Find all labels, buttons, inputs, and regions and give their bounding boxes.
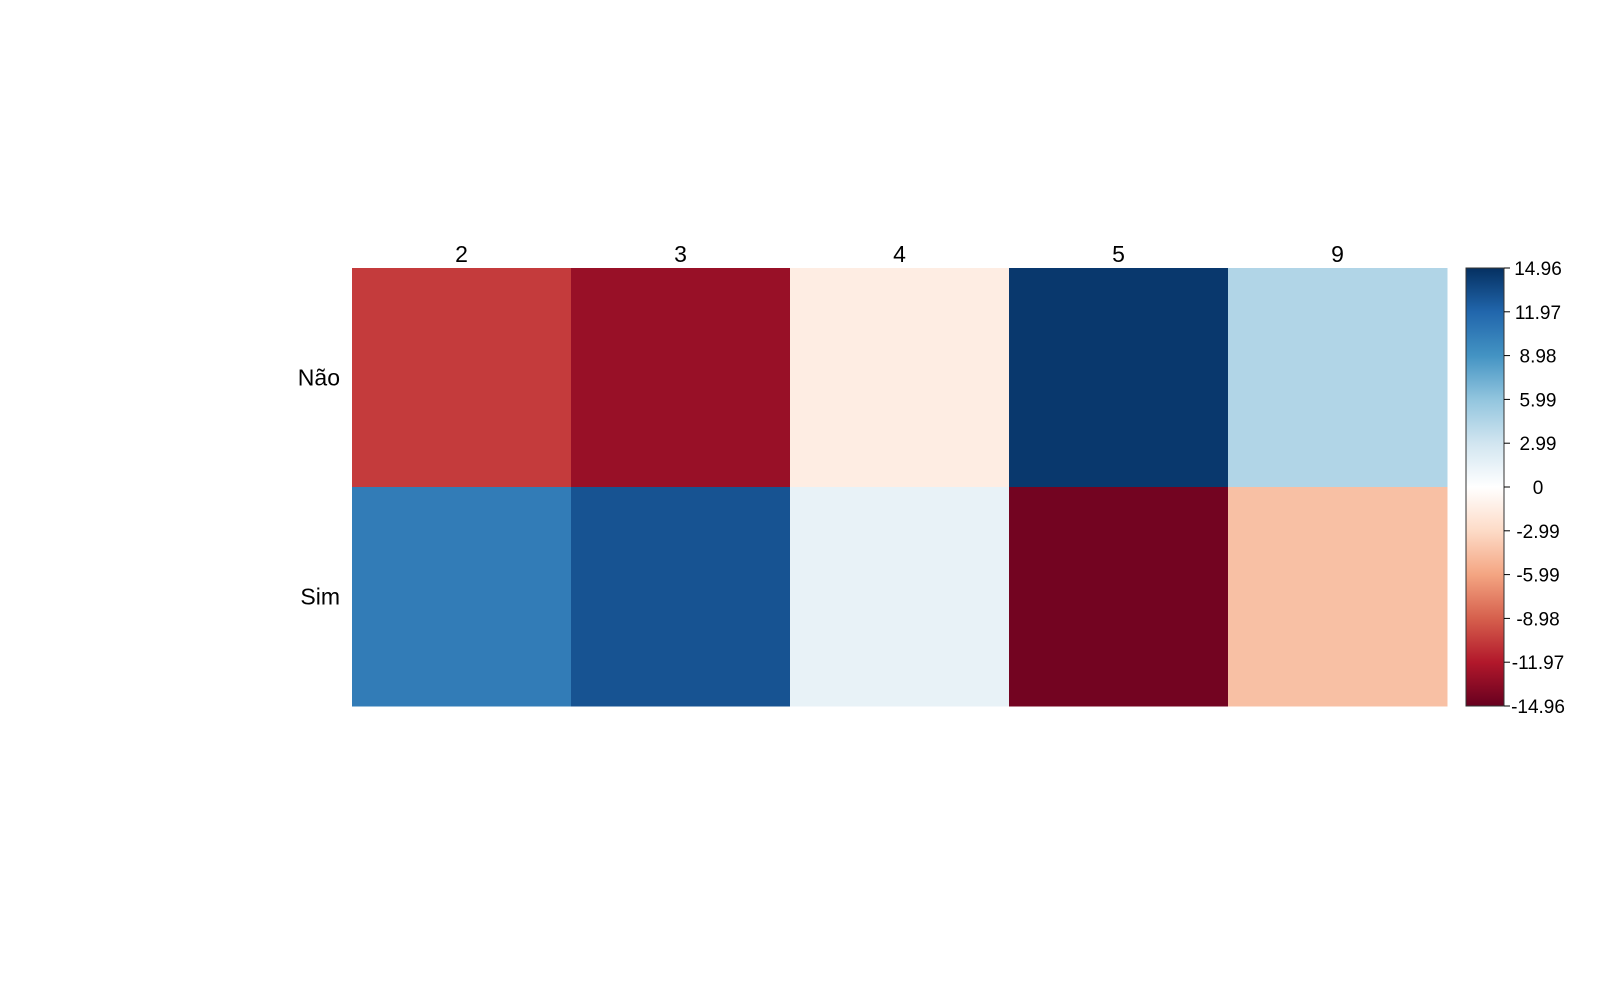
column-labels: 2 3 4 5 9 — [455, 241, 1344, 267]
heatmap-cell-Sim-2 — [352, 487, 572, 707]
column-label: 2 — [455, 241, 468, 267]
column-label: 5 — [1112, 241, 1125, 267]
colorbar-tick-label: -2.99 — [1516, 522, 1559, 543]
colorbar-tick-label: 8.98 — [1520, 347, 1557, 368]
row-labels: Não Sim — [298, 365, 340, 610]
heatmap-cells — [352, 268, 1448, 707]
heatmap-cell-Não-3 — [571, 268, 791, 488]
colorbar-tick-label: 11.97 — [1515, 303, 1561, 324]
colorbar-tick-label: -8.98 — [1516, 609, 1559, 630]
row-label: Não — [298, 365, 340, 391]
column-label: 4 — [893, 241, 906, 267]
column-label: 9 — [1331, 241, 1344, 267]
heatmap-cell-Não-2 — [352, 268, 572, 488]
colorbar-tick-label: 14.96 — [1514, 259, 1562, 280]
colorbar-ticks: 14.96 11.97 8.98 5.99 2.99 0 -2.99 -5.99 -8.98 -1… — [1504, 259, 1565, 718]
colorbar-gradient — [1465, 267, 1505, 707]
colorbar-tick-label: 0 — [1533, 478, 1544, 499]
colorbar-tick-label: 5.99 — [1520, 390, 1557, 411]
colorbar-tick-label: -14.96 — [1511, 697, 1565, 718]
heatmap-cell-Sim-9 — [1228, 487, 1448, 707]
heatmap-cell-Não-4 — [790, 268, 1010, 488]
heatmap-cell-Sim-4 — [790, 487, 1010, 707]
heatmap-cell-Sim-3 — [571, 487, 791, 707]
heatmap-cell-Não-5 — [1009, 268, 1229, 488]
colorbar-legend: 14.96 11.97 8.98 5.99 2.99 0 -2.99 -5.99 -8.98 -1… — [1465, 259, 1565, 718]
heatmap-cell-Não-9 — [1228, 268, 1448, 488]
column-label: 3 — [674, 241, 687, 267]
colorbar-tick-label: -5.99 — [1516, 566, 1559, 587]
colorbar-tick-label: -11.97 — [1512, 653, 1564, 674]
colorbar-tick-label: 2.99 — [1520, 434, 1557, 455]
heatmap-cell-Sim-5 — [1009, 487, 1229, 707]
row-label: Sim — [300, 584, 340, 610]
